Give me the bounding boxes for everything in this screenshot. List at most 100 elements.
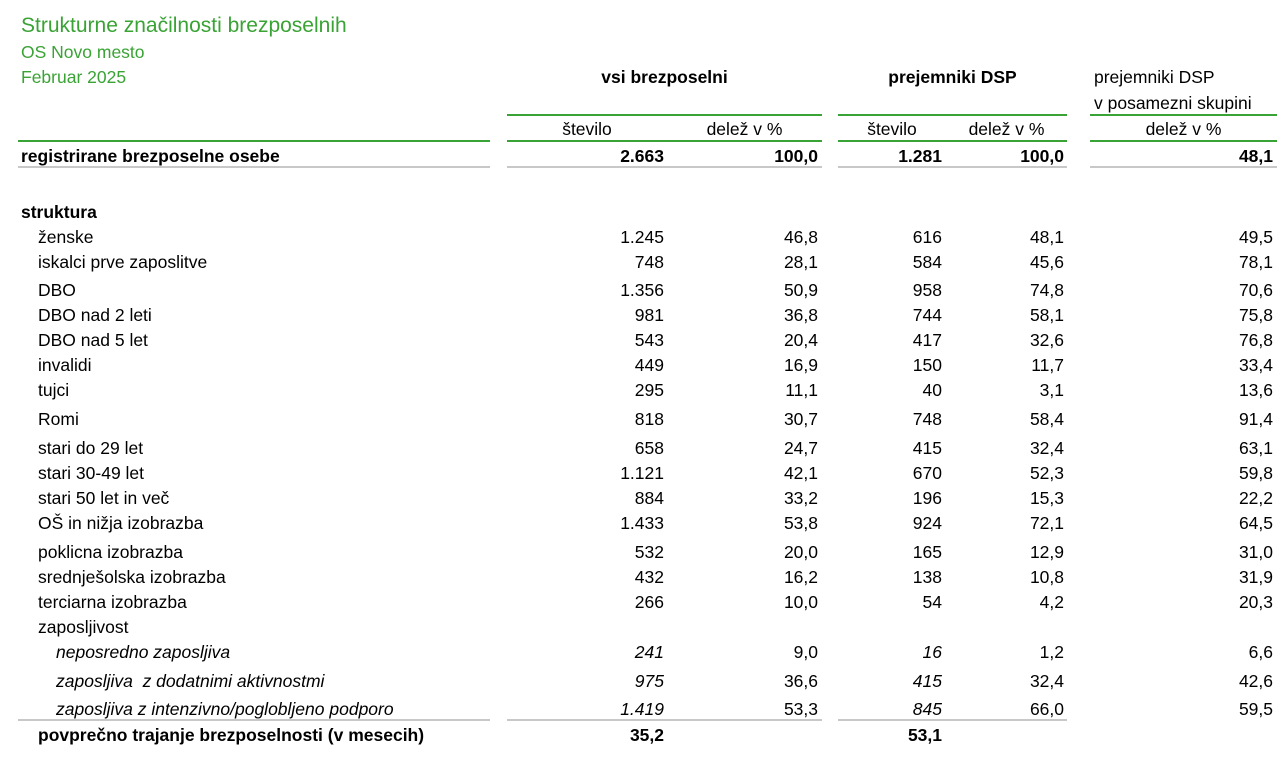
row-all-number: 449 bbox=[634, 355, 664, 375]
header-rule-share bbox=[1090, 114, 1277, 116]
office-name: OS Novo mesto bbox=[21, 42, 145, 62]
row-dsp-share: 1,2 bbox=[1039, 642, 1064, 662]
row-all-number: 1.419 bbox=[620, 699, 664, 719]
employability-label: zaposljivost bbox=[38, 617, 129, 637]
table-row: neposredno zaposljiva 241 9,0 16 1,2 6,6 bbox=[0, 642, 1288, 667]
table-row: iskalci prve zaposlitve 748 28,1 584 45,… bbox=[0, 252, 1288, 277]
row-group-share: 33,4 bbox=[1238, 355, 1273, 375]
row-dsp-share: 48,1 bbox=[1029, 227, 1064, 247]
row-all-share: 53,3 bbox=[783, 699, 818, 719]
row-dsp-number: 150 bbox=[912, 355, 942, 375]
table-row: ženske 1.245 46,8 616 48,1 49,5 bbox=[0, 227, 1288, 252]
duration-label: povprečno trajanje brezposelnosti (v mes… bbox=[38, 725, 425, 745]
header-rule-label bbox=[18, 140, 490, 142]
row-label: srednješolska izobrazba bbox=[38, 567, 226, 587]
total-all-share: 100,0 bbox=[774, 146, 818, 166]
duration-all: 35,2 bbox=[629, 725, 664, 745]
group-header-dsp: prejemniki DSP bbox=[888, 67, 1017, 87]
row-all-number: 884 bbox=[634, 488, 664, 508]
row-all-share: 36,6 bbox=[783, 671, 818, 691]
total-row: registrirane brezposelne osebe 2.663 100… bbox=[0, 146, 1288, 171]
row-label: ženske bbox=[38, 227, 94, 247]
row-dsp-share: 45,6 bbox=[1029, 252, 1064, 272]
section-label: struktura bbox=[21, 202, 97, 222]
row-dsp-number: 616 bbox=[912, 227, 942, 247]
table-row: stari 50 let in več 884 33,2 196 15,3 22… bbox=[0, 488, 1288, 513]
duration-rule-dsp bbox=[838, 719, 1067, 721]
total-all-number: 2.663 bbox=[620, 146, 664, 166]
group-header-share-line1: prejemniki DSP bbox=[1094, 67, 1215, 87]
row-label: stari 30-49 let bbox=[38, 463, 145, 483]
col-header-share-all: delež v % bbox=[706, 119, 783, 139]
row-dsp-number: 958 bbox=[912, 280, 942, 300]
row-all-number: 266 bbox=[634, 592, 664, 612]
row-label: terciarna izobrazba bbox=[38, 592, 187, 612]
row-dsp-share: 58,4 bbox=[1029, 409, 1064, 429]
total-dsp-number: 1.281 bbox=[898, 146, 942, 166]
total-rule-label bbox=[18, 166, 490, 168]
row-label: neposredno zaposljiva bbox=[56, 642, 231, 662]
col-header-share-group: delež v % bbox=[1145, 119, 1222, 139]
row-label: stari do 29 let bbox=[38, 438, 144, 458]
row-all-share: 53,8 bbox=[783, 513, 818, 533]
row-all-number: 1.245 bbox=[620, 227, 664, 247]
section-row: struktura bbox=[0, 202, 1288, 227]
row-group-share: 31,0 bbox=[1238, 542, 1273, 562]
row-group-share: 42,6 bbox=[1238, 671, 1273, 691]
row-group-share: 64,5 bbox=[1238, 513, 1273, 533]
row-all-number: 981 bbox=[634, 305, 664, 325]
header-rule-share-bottom bbox=[1090, 140, 1277, 142]
row-label: DBO nad 5 let bbox=[38, 330, 148, 350]
row-dsp-share: 66,0 bbox=[1029, 699, 1064, 719]
row-all-share: 10,0 bbox=[783, 592, 818, 612]
row-dsp-number: 40 bbox=[922, 380, 942, 400]
row-group-share: 63,1 bbox=[1238, 438, 1273, 458]
row-all-number: 295 bbox=[634, 380, 664, 400]
row-dsp-share: 32,4 bbox=[1029, 438, 1064, 458]
table-row: poklicna izobrazba 532 20,0 165 12,9 31,… bbox=[0, 542, 1288, 567]
row-dsp-share: 10,8 bbox=[1029, 567, 1064, 587]
row-dsp-share: 32,4 bbox=[1029, 671, 1064, 691]
table-row: Romi 818 30,7 748 58,4 91,4 bbox=[0, 409, 1288, 434]
row-all-share: 28,1 bbox=[783, 252, 818, 272]
row-dsp-share: 74,8 bbox=[1029, 280, 1064, 300]
row-group-share: 75,8 bbox=[1238, 305, 1273, 325]
page-title: Strukturne značilnosti brezposelnih bbox=[21, 14, 347, 37]
row-dsp-number: 16 bbox=[922, 642, 942, 662]
row-label: iskalci prve zaposlitve bbox=[38, 252, 208, 272]
row-all-share: 16,9 bbox=[783, 355, 818, 375]
row-all-number: 748 bbox=[634, 252, 664, 272]
duration-row: povprečno trajanje brezposelnosti (v mes… bbox=[0, 725, 1288, 750]
duration-dsp: 53,1 bbox=[907, 725, 942, 745]
row-group-share: 70,6 bbox=[1238, 280, 1273, 300]
row-group-share: 31,9 bbox=[1238, 567, 1273, 587]
row-all-share: 50,9 bbox=[783, 280, 818, 300]
table-row: OŠ in nižja izobrazba 1.433 53,8 924 72,… bbox=[0, 513, 1288, 538]
row-dsp-number: 584 bbox=[912, 252, 942, 272]
row-all-share: 20,0 bbox=[783, 542, 818, 562]
period: Februar 2025 bbox=[21, 67, 127, 87]
row-all-number: 1.356 bbox=[620, 280, 664, 300]
row-group-share: 13,6 bbox=[1238, 380, 1273, 400]
row-dsp-number: 744 bbox=[912, 305, 942, 325]
table-row: zaposljiva z dodatnimi aktivnostmi 975 3… bbox=[0, 671, 1288, 696]
row-group-share: 49,5 bbox=[1238, 227, 1273, 247]
row-all-share: 36,8 bbox=[783, 305, 818, 325]
table-row: terciarna izobrazba 266 10,0 54 4,2 20,3 bbox=[0, 592, 1288, 617]
row-dsp-number: 138 bbox=[912, 567, 942, 587]
table-row: DBO nad 2 leti 981 36,8 744 58,1 75,8 bbox=[0, 305, 1288, 330]
total-rule-all bbox=[507, 166, 822, 168]
row-dsp-number: 196 bbox=[912, 488, 942, 508]
row-dsp-number: 670 bbox=[912, 463, 942, 483]
row-dsp-share: 52,3 bbox=[1029, 463, 1064, 483]
employability-row: zaposljivost bbox=[0, 617, 1288, 642]
table-row: tujci 295 11,1 40 3,1 13,6 bbox=[0, 380, 1288, 405]
total-group-share: 48,1 bbox=[1238, 146, 1273, 166]
row-group-share: 22,2 bbox=[1238, 488, 1273, 508]
total-rule-share bbox=[1090, 166, 1277, 168]
row-all-number: 1.121 bbox=[620, 463, 664, 483]
row-group-share: 78,1 bbox=[1238, 252, 1273, 272]
row-label: DBO nad 2 leti bbox=[38, 305, 152, 325]
total-rule-dsp bbox=[838, 166, 1067, 168]
header-rule-dsp-bottom bbox=[838, 140, 1067, 142]
